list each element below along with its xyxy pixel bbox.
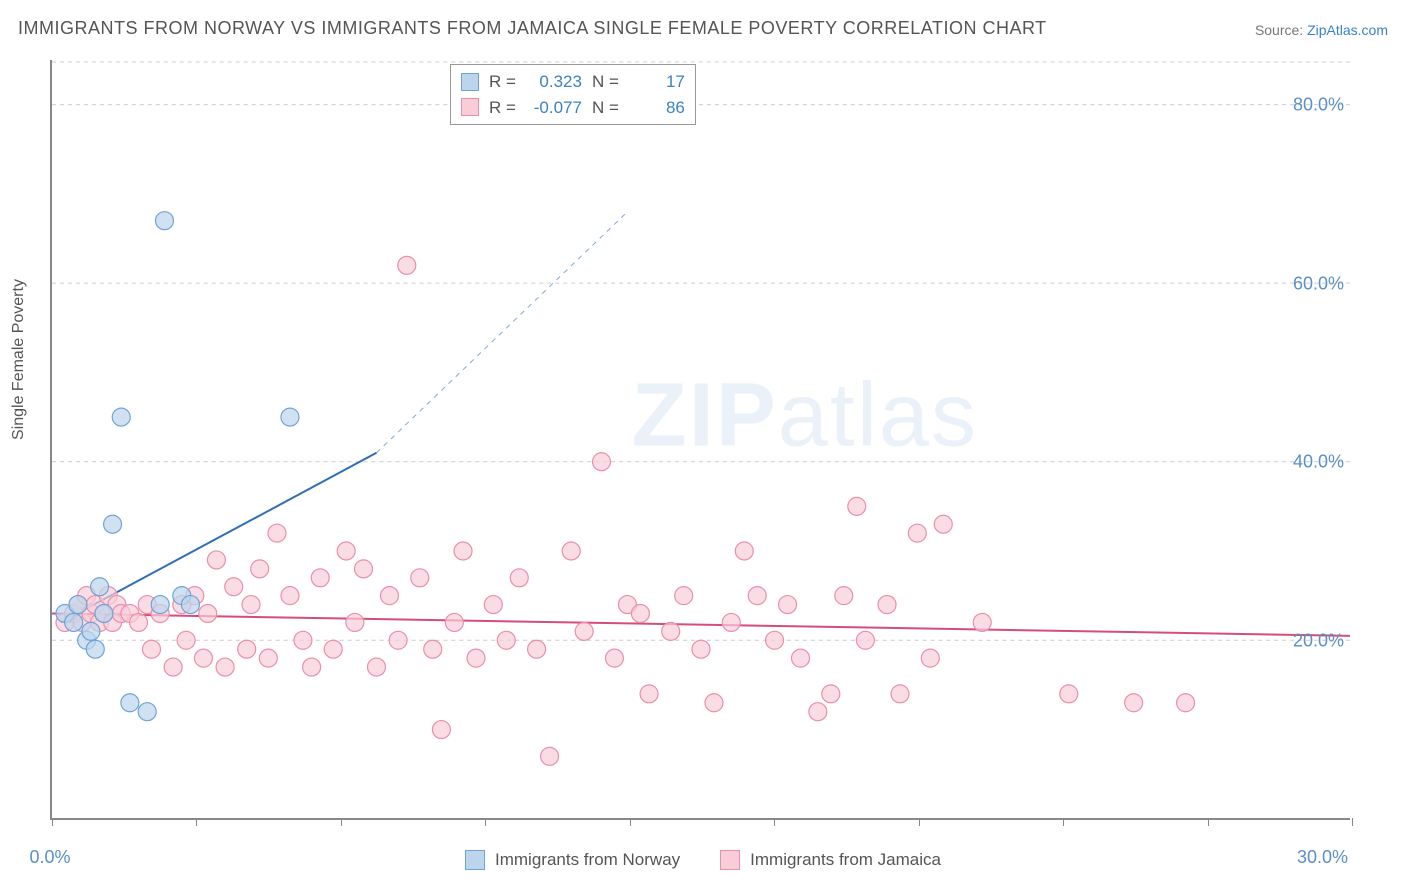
stats-r-label: R =	[489, 69, 516, 95]
legend: Immigrants from Norway Immigrants from J…	[465, 850, 941, 870]
stats-box: R = 0.323 N = 17 R = -0.077 N = 86	[450, 64, 696, 125]
y-grid-label: 40.0%	[1293, 452, 1344, 473]
stats-row-jamaica: R = -0.077 N = 86	[461, 95, 685, 121]
legend-label-jamaica: Immigrants from Jamaica	[750, 850, 941, 870]
legend-label-norway: Immigrants from Norway	[495, 850, 680, 870]
source-prefix: Source:	[1255, 22, 1307, 38]
swatch-norway-icon	[465, 850, 485, 870]
x-tick	[52, 818, 53, 826]
x-axis-min-label: 0.0%	[29, 847, 70, 868]
source-link[interactable]: ZipAtlas.com	[1307, 22, 1388, 38]
swatch-jamaica-icon	[461, 98, 479, 116]
stats-n-label: N =	[592, 69, 619, 95]
x-tick	[1208, 818, 1209, 826]
source-attribution: Source: ZipAtlas.com	[1255, 22, 1388, 38]
x-tick	[1063, 818, 1064, 826]
legend-item-norway: Immigrants from Norway	[465, 850, 680, 870]
chart-svg	[52, 60, 1350, 819]
x-tick	[774, 818, 775, 826]
swatch-jamaica-icon	[720, 850, 740, 870]
y-grid-label: 80.0%	[1293, 94, 1344, 115]
x-axis-max-label: 30.0%	[1297, 847, 1348, 868]
x-tick	[485, 818, 486, 826]
x-tick	[341, 818, 342, 826]
y-axis-title: Single Female Poverty	[10, 279, 28, 440]
y-grid-label: 60.0%	[1293, 273, 1344, 294]
chart-container: IMMIGRANTS FROM NORWAY VS IMMIGRANTS FRO…	[0, 0, 1406, 892]
swatch-norway-icon	[461, 73, 479, 91]
x-tick	[919, 818, 920, 826]
stats-n-norway: 17	[629, 69, 685, 95]
stats-r-jamaica: -0.077	[526, 95, 582, 121]
chart-title: IMMIGRANTS FROM NORWAY VS IMMIGRANTS FRO…	[18, 18, 1047, 39]
x-tick	[1352, 818, 1353, 826]
stats-r-norway: 0.323	[526, 69, 582, 95]
x-tick	[196, 818, 197, 826]
x-tick	[630, 818, 631, 826]
stats-row-norway: R = 0.323 N = 17	[461, 69, 685, 95]
legend-item-jamaica: Immigrants from Jamaica	[720, 850, 941, 870]
stats-n-label: N =	[592, 95, 619, 121]
stats-n-jamaica: 86	[629, 95, 685, 121]
y-grid-label: 20.0%	[1293, 631, 1344, 652]
stats-r-label: R =	[489, 95, 516, 121]
plot-area: ZIPatlas 20.0%40.0%60.0%80.0%	[50, 60, 1350, 820]
